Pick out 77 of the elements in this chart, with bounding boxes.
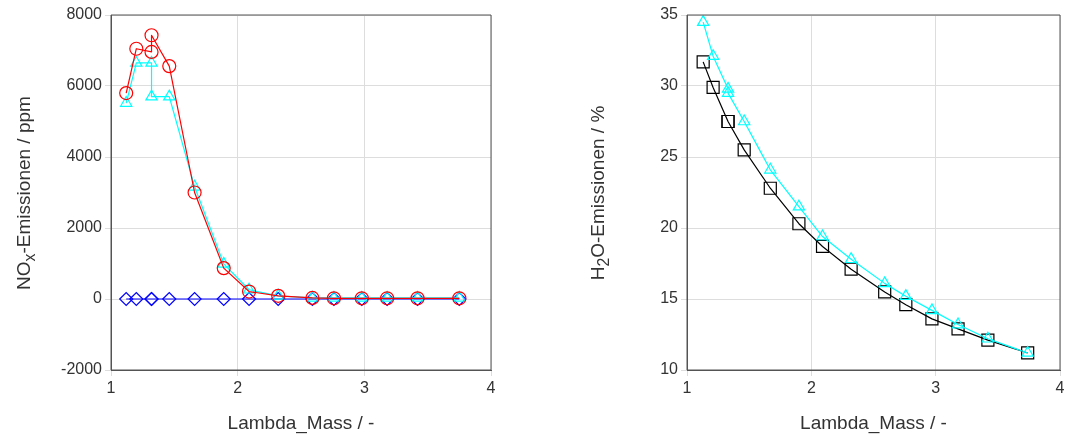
- point: [721, 86, 735, 97]
- point: [327, 290, 341, 302]
- point: [130, 55, 143, 67]
- y-tick-label: 4000: [66, 147, 103, 165]
- point: [241, 291, 257, 307]
- point: [241, 284, 257, 299]
- point: [188, 179, 201, 191]
- x-axis-title: Lambda_Mass / -: [800, 411, 947, 434]
- x-tick-label: 3: [359, 379, 369, 397]
- point: [899, 289, 913, 301]
- point: [951, 322, 965, 336]
- point: [925, 303, 939, 315]
- point: [162, 59, 177, 74]
- point: [951, 317, 965, 329]
- point: [162, 291, 177, 307]
- point: [792, 217, 806, 231]
- point: [925, 312, 939, 326]
- point: [981, 333, 995, 347]
- point: [815, 239, 830, 254]
- x-tick-label: 1: [682, 379, 692, 397]
- y-tick-label: 10: [660, 360, 679, 378]
- point: [144, 28, 159, 43]
- x-tick-label: 2: [233, 379, 243, 397]
- y-tick-label: 20: [660, 218, 679, 236]
- point: [878, 276, 891, 288]
- point: [878, 285, 892, 299]
- point: [844, 262, 858, 276]
- y-tick-label: 35: [660, 5, 679, 23]
- point: [187, 185, 202, 200]
- point: [119, 291, 134, 307]
- y-tick-label: 8000: [66, 5, 103, 23]
- point: [899, 298, 913, 312]
- point: [737, 114, 751, 126]
- y-tick-label: 25: [660, 147, 679, 165]
- x-tick-label: 1: [106, 379, 116, 397]
- point: [216, 261, 231, 276]
- point: [119, 86, 134, 101]
- y-tick-label: 15: [660, 289, 679, 307]
- point: [981, 331, 995, 343]
- point: [737, 143, 751, 157]
- point: [163, 89, 176, 101]
- point: [145, 55, 158, 67]
- point: [271, 291, 286, 307]
- point: [764, 162, 777, 174]
- point: [411, 290, 424, 302]
- x-axis-title: Lambda_Mass / -: [227, 411, 375, 434]
- x-tick-label: 3: [931, 379, 941, 397]
- point: [721, 81, 735, 93]
- point: [706, 49, 720, 61]
- y-tick-label: 30: [660, 76, 679, 94]
- point: [145, 89, 158, 101]
- point: [380, 290, 394, 302]
- point: [242, 282, 256, 294]
- point: [355, 290, 369, 302]
- y-tick-label: -2000: [61, 360, 103, 378]
- x-tick-label: 4: [486, 379, 496, 397]
- point: [844, 252, 858, 264]
- point: [792, 199, 806, 211]
- y-tick-label: 6000: [66, 76, 103, 94]
- point: [129, 291, 144, 307]
- point: [119, 95, 133, 107]
- point: [763, 181, 777, 195]
- point: [216, 291, 231, 307]
- point: [453, 290, 466, 302]
- y-tick-label: 2000: [66, 218, 103, 236]
- point: [706, 80, 720, 95]
- point: [129, 41, 144, 56]
- point: [187, 291, 202, 307]
- point: [696, 15, 710, 26]
- point: [306, 290, 319, 302]
- point: [696, 55, 710, 69]
- point: [144, 44, 159, 60]
- point: [816, 229, 829, 241]
- x-tick-label: 4: [1055, 379, 1065, 397]
- x-tick-label: 2: [806, 379, 816, 397]
- point: [217, 256, 230, 268]
- y-tick-label: 0: [93, 289, 103, 307]
